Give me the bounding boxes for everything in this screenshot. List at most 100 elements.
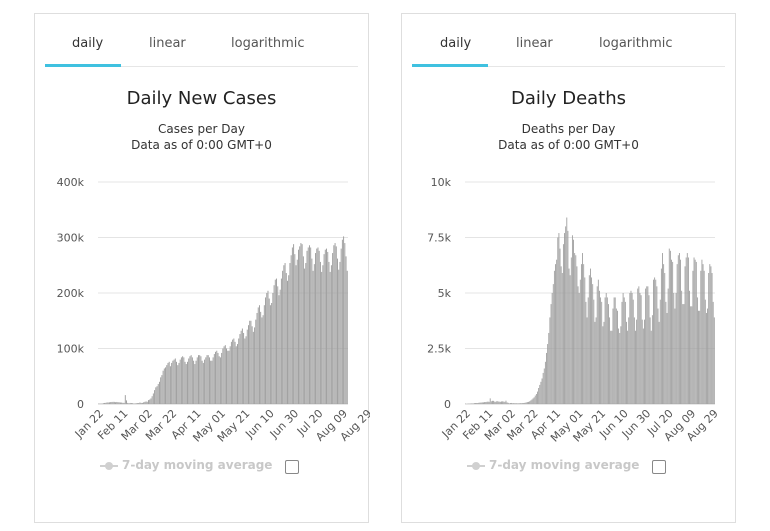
data-bar xyxy=(646,286,648,404)
data-bar xyxy=(472,403,474,404)
y-tick-label: 10k xyxy=(431,176,452,189)
data-bar xyxy=(150,398,152,404)
data-bar xyxy=(519,403,520,404)
tab-daily[interactable]: daily xyxy=(72,36,104,51)
data-bar xyxy=(216,350,218,404)
data-bar xyxy=(476,402,478,404)
data-bar xyxy=(657,308,659,404)
data-bar xyxy=(662,253,663,404)
legend-moving-average[interactable]: 7-day moving average xyxy=(100,458,272,472)
log-scale-checkbox[interactable] xyxy=(652,460,666,474)
legend-moving-average[interactable]: 7-day moving average xyxy=(467,458,639,472)
data-bar xyxy=(294,254,296,404)
data-bar xyxy=(587,297,589,404)
data-bar xyxy=(626,321,627,404)
data-bar xyxy=(339,261,341,404)
data-bar xyxy=(493,400,495,404)
data-bar xyxy=(667,288,669,404)
tab-daily[interactable]: daily xyxy=(440,36,472,51)
data-bar xyxy=(290,255,292,404)
data-bar xyxy=(569,275,571,404)
data-bar xyxy=(470,403,472,404)
active-tab-indicator xyxy=(412,64,488,67)
data-bar xyxy=(573,239,574,404)
data-bar xyxy=(204,359,206,404)
data-bar xyxy=(172,360,174,404)
data-bar xyxy=(166,365,168,404)
data-bar xyxy=(219,357,221,404)
data-bar xyxy=(157,384,159,404)
data-bar xyxy=(552,284,554,404)
data-bar xyxy=(510,403,511,404)
data-bar xyxy=(215,351,217,404)
data-bar xyxy=(617,310,618,404)
data-bar xyxy=(276,278,277,404)
data-bar xyxy=(237,344,238,404)
data-bar xyxy=(683,304,685,404)
data-bar xyxy=(223,346,225,404)
data-bar xyxy=(619,332,621,404)
data-bar xyxy=(184,361,186,404)
data-bar xyxy=(295,265,297,404)
data-bar xyxy=(287,280,288,404)
chart-tabs: daily linear logarithmic xyxy=(412,14,725,67)
data-bar xyxy=(180,357,182,404)
data-bar xyxy=(139,402,141,404)
data-bar xyxy=(508,403,510,404)
data-bar xyxy=(272,293,274,404)
data-bar xyxy=(529,401,531,404)
data-bar xyxy=(600,297,602,404)
data-bar xyxy=(533,397,535,404)
tab-logarithmic[interactable]: logarithmic xyxy=(599,36,673,51)
data-bar xyxy=(650,330,652,404)
data-bar xyxy=(133,403,135,404)
data-bar xyxy=(312,270,314,404)
data-bar xyxy=(329,271,331,404)
chart-title: Daily Deaths xyxy=(510,88,627,109)
data-bar xyxy=(708,273,710,404)
data-date-note: Data as of 0:00 GMT+0 xyxy=(498,138,639,152)
tab-linear[interactable]: linear xyxy=(149,36,186,51)
data-bar xyxy=(167,362,169,404)
data-bar xyxy=(106,402,108,404)
tab-linear[interactable]: linear xyxy=(516,36,553,51)
data-bar xyxy=(262,315,264,404)
y-tick-label: 200k xyxy=(57,287,85,300)
data-bar xyxy=(217,352,219,404)
data-bar xyxy=(335,246,337,404)
data-bar xyxy=(301,244,303,404)
data-bar xyxy=(163,368,165,404)
data-bar xyxy=(497,401,499,404)
data-bar xyxy=(656,286,658,404)
data-bar xyxy=(501,401,502,404)
data-bar xyxy=(280,278,282,404)
data-bar xyxy=(121,402,123,404)
data-bar xyxy=(517,403,519,404)
legend-label: 7-day moving average xyxy=(489,458,640,472)
data-bar xyxy=(132,403,134,404)
data-bar xyxy=(593,299,595,404)
data-bar xyxy=(116,401,118,404)
data-bar xyxy=(293,244,295,404)
data-bar xyxy=(285,273,287,404)
chart-subtitle: Cases per Day xyxy=(158,122,245,136)
y-tick-label: 2.5k xyxy=(427,343,451,356)
tab-logarithmic[interactable]: logarithmic xyxy=(231,36,305,51)
data-bar xyxy=(332,253,334,404)
data-bar xyxy=(601,301,603,404)
data-bar xyxy=(299,246,301,404)
data-bar xyxy=(255,319,257,404)
data-bar xyxy=(585,301,587,404)
data-bar xyxy=(119,402,121,404)
data-bar xyxy=(635,330,636,404)
data-bar xyxy=(658,321,660,404)
log-scale-checkbox[interactable] xyxy=(285,460,299,474)
data-bar xyxy=(485,402,487,404)
data-bar xyxy=(622,293,624,404)
data-bar xyxy=(511,402,513,404)
data-bar xyxy=(614,297,616,404)
data-bar xyxy=(328,261,330,404)
data-bar xyxy=(699,310,701,404)
data-bar xyxy=(684,266,686,404)
data-bar xyxy=(620,326,622,404)
